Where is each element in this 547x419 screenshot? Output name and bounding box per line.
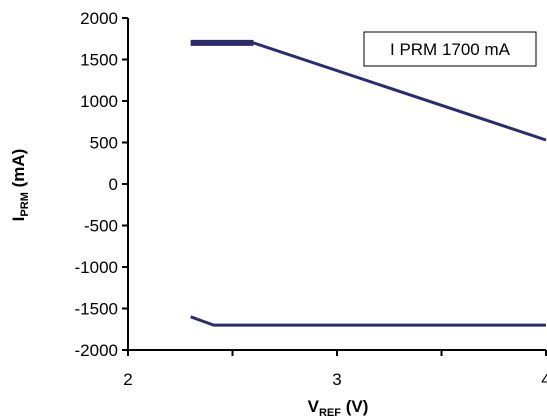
y-tick-label: 2000 xyxy=(80,9,118,28)
y-tick-label: -1000 xyxy=(75,258,118,277)
x-tick-label: 4 xyxy=(541,370,547,389)
y-tick-label: -1500 xyxy=(75,300,118,319)
y-axis-title: IPRM (mA) xyxy=(9,149,31,222)
y-axis-title-unit: (mA) xyxy=(9,149,28,192)
x-ticks: 2 3 4 xyxy=(123,350,547,389)
y-ticks: 2000 1500 1000 500 0 -500 -1000 -1500 -2000 xyxy=(75,9,128,360)
x-tick-label: 3 xyxy=(332,370,341,389)
y-tick-label: 500 xyxy=(90,134,118,153)
series-2-line xyxy=(190,315,546,327)
legend-box xyxy=(363,31,537,67)
legend-label: I PRM 1700 mA xyxy=(390,40,511,59)
x-axis-title-unit: (V) xyxy=(341,397,368,416)
y-tick-label: 0 xyxy=(109,175,118,194)
y-tick-label: 1000 xyxy=(80,92,118,111)
x-axis-title-sub: REF xyxy=(319,407,341,419)
x-axis-title-main: V xyxy=(308,397,320,416)
y-axis-title-sub: PRM xyxy=(19,192,31,216)
x-axis-title: VREF (V) xyxy=(308,397,369,419)
x-tick-label: 2 xyxy=(123,370,132,389)
y-tick-label: 1500 xyxy=(80,51,118,70)
series-layer xyxy=(190,39,547,327)
y-tick-label: -500 xyxy=(84,217,118,236)
y-tick-label: -2000 xyxy=(75,341,118,360)
y-axis-title-main: I xyxy=(9,217,28,222)
legend: I PRM 1700 mA xyxy=(363,31,537,67)
